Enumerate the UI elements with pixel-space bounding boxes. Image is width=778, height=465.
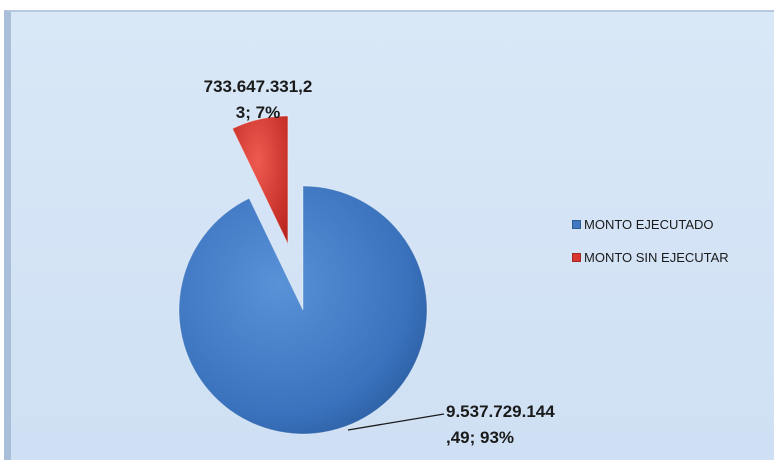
data-label-ejecutado-line2: ,49; 93% <box>446 428 514 447</box>
legend-swatch-sin-ejecutar <box>572 252 581 262</box>
legend-item-ejecutado: MONTO EJECUTADO <box>572 214 729 234</box>
data-label-ejecutado-line1: 9.537.729.144 <box>446 402 555 421</box>
pie-slice-monto-sin-ejecutar <box>231 115 289 244</box>
legend-swatch-ejecutado <box>572 219 581 229</box>
legend-label-sin-ejecutar: MONTO SIN EJECUTAR <box>584 249 729 265</box>
data-label-sin-ejecutar-line1: 733.647.331,2 <box>204 77 313 96</box>
pie-slice-monto-ejecutado <box>178 185 428 435</box>
leader-line <box>347 413 445 431</box>
legend-item-sin-ejecutar: MONTO SIN EJECUTAR <box>572 247 729 267</box>
legend: MONTO EJECUTADO MONTO SIN EJECUTAR <box>572 214 729 280</box>
legend-label-ejecutado: MONTO EJECUTADO <box>584 216 714 232</box>
data-label-sin-ejecutar-line2: 3; 7% <box>236 103 280 122</box>
